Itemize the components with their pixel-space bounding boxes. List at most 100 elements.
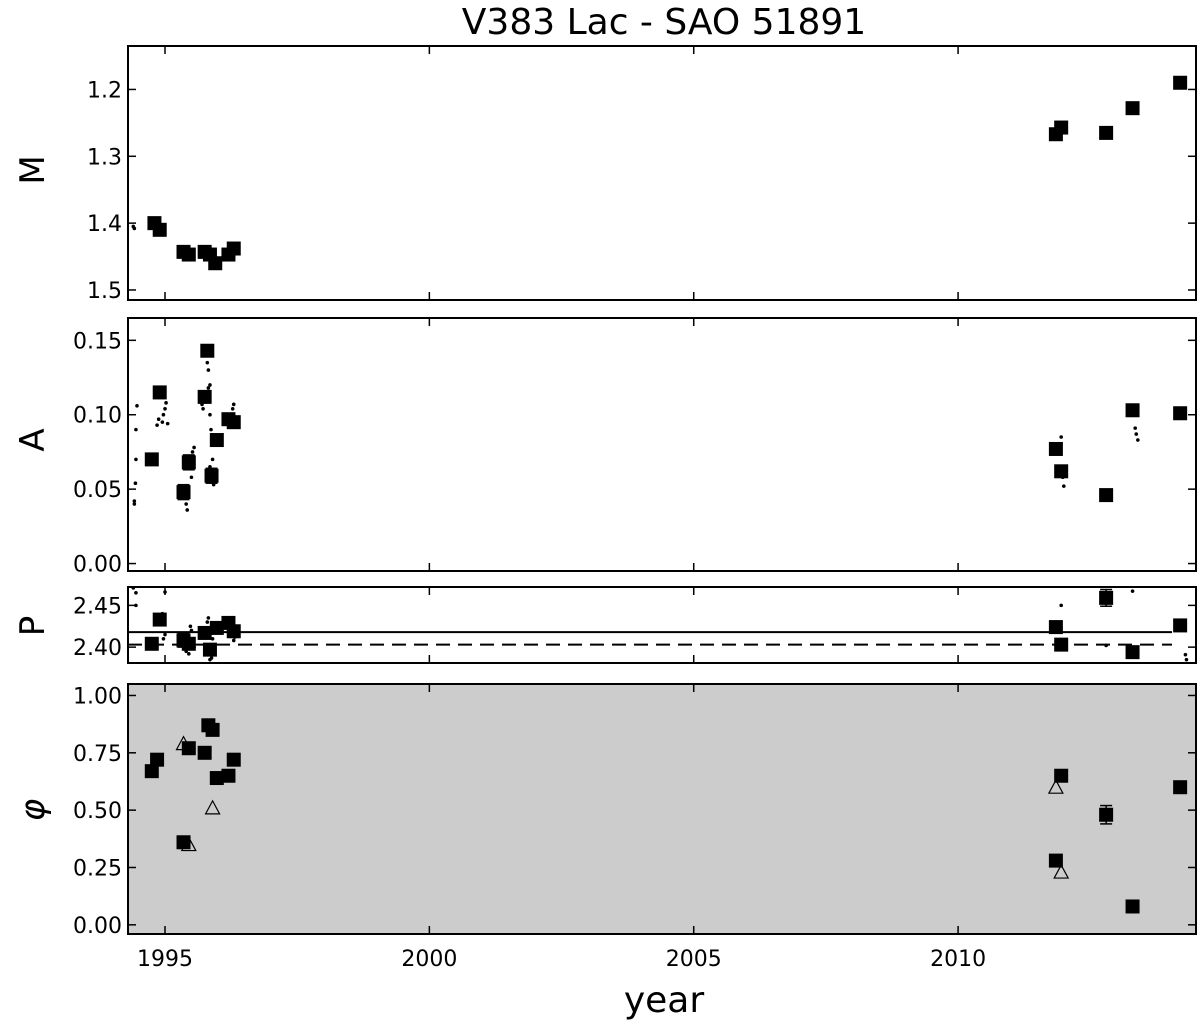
sample-dot-P-11 bbox=[192, 645, 196, 649]
sample-dot-P-12 bbox=[205, 620, 210, 624]
data-point-A-6 bbox=[204, 468, 219, 483]
sample-dot-A-16 bbox=[190, 450, 195, 454]
data-point-M-1 bbox=[152, 222, 167, 237]
data-point-phi-3 bbox=[181, 741, 196, 756]
sample-dot-P-24 bbox=[1183, 652, 1188, 657]
sample-dot-A-35 bbox=[1060, 475, 1065, 480]
x-tick-label-1: 2000 bbox=[401, 947, 457, 972]
data-point-P-5 bbox=[202, 642, 217, 657]
sample-dot-A-8 bbox=[160, 420, 165, 424]
sample-dot-A-20 bbox=[205, 395, 210, 399]
sample-dot-P-8 bbox=[187, 652, 191, 656]
triangle-point-phi-1 bbox=[180, 836, 197, 852]
panel-frame-P bbox=[127, 586, 1197, 664]
y-tick-label-M-3: 1.5 bbox=[87, 279, 122, 304]
data-point-phi-4 bbox=[197, 745, 212, 760]
sample-dot-A-18 bbox=[200, 402, 204, 407]
data-point-phi-7 bbox=[209, 771, 224, 786]
data-point-phi-8 bbox=[221, 768, 236, 783]
sample-dot-P-6 bbox=[161, 636, 166, 641]
data-point-phi-14 bbox=[1173, 780, 1188, 795]
sample-dot-A-0 bbox=[132, 502, 137, 506]
data-point-A-2 bbox=[176, 485, 191, 500]
panel-background-phi bbox=[128, 684, 1196, 934]
panel-M: 1.2 1.3 1.4 1.5 M bbox=[13, 45, 1197, 304]
data-point-P-6 bbox=[209, 620, 224, 635]
data-point-M-13 bbox=[1173, 75, 1188, 90]
data-point-M-10 bbox=[1054, 120, 1069, 135]
triangle-point-phi-3 bbox=[1047, 778, 1064, 794]
sample-dot-A-25 bbox=[208, 412, 212, 417]
data-point-A-12 bbox=[1099, 488, 1114, 503]
data-point-phi-12 bbox=[1099, 807, 1114, 822]
panel-background-P bbox=[128, 587, 1196, 663]
y-tick-label-A-2: 0.10 bbox=[73, 404, 122, 429]
data-point-phi-9 bbox=[226, 752, 241, 767]
data-point-M-8 bbox=[226, 241, 241, 256]
y-axis-label-phi: φ bbox=[13, 798, 53, 821]
sample-dot-A-21 bbox=[206, 386, 211, 390]
sample-dot-A-3 bbox=[134, 457, 138, 462]
sample-dot-A-39 bbox=[1136, 438, 1140, 442]
data-point-A-10 bbox=[1048, 441, 1063, 456]
sample-dot-P-9 bbox=[189, 628, 194, 633]
x-tick-label-3: 2010 bbox=[930, 947, 986, 972]
sample-dot-P-20 bbox=[230, 624, 235, 629]
sample-dot-A-30 bbox=[229, 412, 233, 417]
data-point-M-3 bbox=[181, 247, 196, 262]
data-point-P-11 bbox=[1099, 590, 1114, 605]
sample-dot-A-27 bbox=[210, 457, 215, 462]
sample-dot-A-26 bbox=[209, 427, 213, 432]
sample-dot-A-9 bbox=[161, 412, 166, 417]
sample-dot-A-28 bbox=[211, 482, 216, 487]
y-tick-label-P-1: 2.45 bbox=[73, 594, 122, 619]
panel-background-M bbox=[128, 46, 1196, 300]
data-point-A-11 bbox=[1054, 464, 1069, 479]
sample-dot-P-1 bbox=[134, 591, 138, 595]
y-tick-label-A-0: 0.00 bbox=[73, 553, 122, 578]
sample-dot-P-15 bbox=[209, 656, 214, 660]
y-tick-label-phi-0: 0.00 bbox=[73, 914, 122, 939]
sample-dot-P-10 bbox=[188, 624, 193, 629]
y-tick-label-phi-1: 0.25 bbox=[73, 856, 122, 881]
y-tick-label-phi-3: 0.75 bbox=[73, 742, 122, 767]
y-tick-label-phi-4: 1.00 bbox=[73, 684, 122, 709]
y-tick-label-M-0: 1.2 bbox=[87, 78, 122, 103]
data-point-M-11 bbox=[1099, 125, 1114, 140]
data-point-P-13 bbox=[1173, 618, 1188, 633]
data-point-A-13 bbox=[1125, 403, 1140, 418]
data-point-A-0 bbox=[144, 452, 159, 467]
sample-dot-P-19 bbox=[233, 635, 237, 639]
sample-dot-A-11 bbox=[164, 401, 168, 405]
data-point-A-9 bbox=[226, 415, 241, 430]
y-tick-label-phi-2: 0.50 bbox=[73, 799, 122, 824]
panel-P: 2.40 2.45 P bbox=[13, 586, 1197, 664]
sample-dot-A-19 bbox=[201, 406, 205, 411]
sample-dot-P-3 bbox=[163, 590, 167, 594]
sample-dot-P-2 bbox=[134, 603, 138, 608]
data-point-P-4 bbox=[197, 625, 212, 640]
data-point-A-14 bbox=[1173, 406, 1188, 421]
data-point-M-6 bbox=[208, 256, 223, 271]
panel-A: 0.00 0.05 0.10 0.15 A bbox=[13, 317, 1197, 578]
data-point-phi-1 bbox=[150, 752, 165, 767]
sample-dot-P-16 bbox=[210, 636, 215, 641]
sample-dot-A-14 bbox=[185, 508, 190, 512]
sample-dot-A-36 bbox=[1062, 484, 1066, 488]
data-point-A-4 bbox=[197, 389, 212, 404]
panel-frame-M bbox=[127, 45, 1197, 301]
sample-dot-P-22 bbox=[1104, 643, 1108, 648]
sample-dot-A-12 bbox=[165, 421, 170, 426]
sample-dot-A-23 bbox=[206, 368, 211, 372]
sample-dot-A-6 bbox=[155, 423, 159, 427]
panels: 1.2 1.3 1.4 1.5 M 0.00 0.05 0.10 0.15 A 2.40 2.45 P 0… bbox=[13, 45, 1197, 972]
y-axis-label-M: M bbox=[13, 155, 53, 184]
x-tick-label-2: 2005 bbox=[666, 947, 722, 972]
x-tick-label-0: 1995 bbox=[137, 947, 193, 972]
sample-dot-A-7 bbox=[156, 417, 161, 422]
sample-dot-A-24 bbox=[205, 360, 210, 365]
data-point-P-1 bbox=[152, 612, 167, 627]
data-point-A-1 bbox=[152, 385, 167, 400]
sample-dot-P-23 bbox=[1130, 589, 1135, 593]
